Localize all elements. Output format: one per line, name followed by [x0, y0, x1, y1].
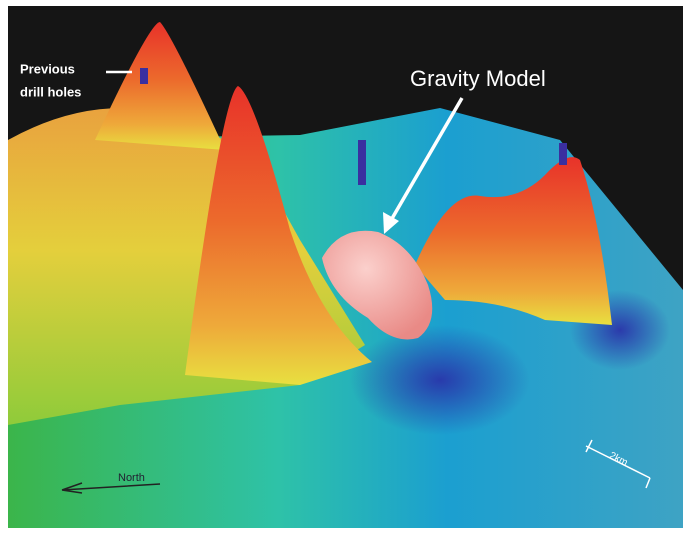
drill-hole — [140, 68, 148, 84]
peak — [415, 157, 612, 325]
drill-hole — [559, 143, 567, 165]
label: Gravity Model — [410, 66, 546, 91]
drill-hole — [358, 140, 366, 185]
depression — [350, 325, 530, 435]
label: Previous — [20, 61, 75, 76]
arrow-head — [383, 212, 399, 234]
label: North — [118, 472, 145, 484]
scale-bar — [585, 439, 651, 489]
north-arrow — [61, 482, 161, 494]
peak — [185, 86, 372, 385]
gravity-body — [322, 230, 433, 340]
label: drill holes — [20, 84, 81, 99]
arrow-shaft — [388, 97, 464, 223]
peak — [95, 22, 225, 150]
